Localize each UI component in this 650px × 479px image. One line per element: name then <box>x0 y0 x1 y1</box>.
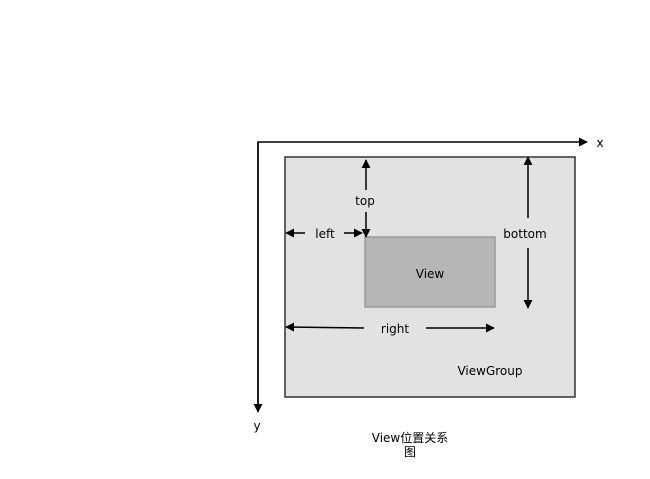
diagram-caption: View位置关系 图 <box>365 431 455 459</box>
left-label: left <box>315 227 335 241</box>
viewgroup-label: ViewGroup <box>457 364 522 378</box>
bottom-label: bottom <box>503 227 546 241</box>
caption-line-2: 图 <box>403 445 416 459</box>
view-box <box>364 236 496 308</box>
caption-line-1: View位置关系 <box>371 431 449 445</box>
view-label: View <box>416 267 445 281</box>
x-axis-label: x <box>596 136 603 150</box>
right-label: right <box>381 322 409 336</box>
top-label: top <box>355 194 375 208</box>
right-arrow-left <box>285 322 365 332</box>
y-axis-label: y <box>253 419 260 433</box>
